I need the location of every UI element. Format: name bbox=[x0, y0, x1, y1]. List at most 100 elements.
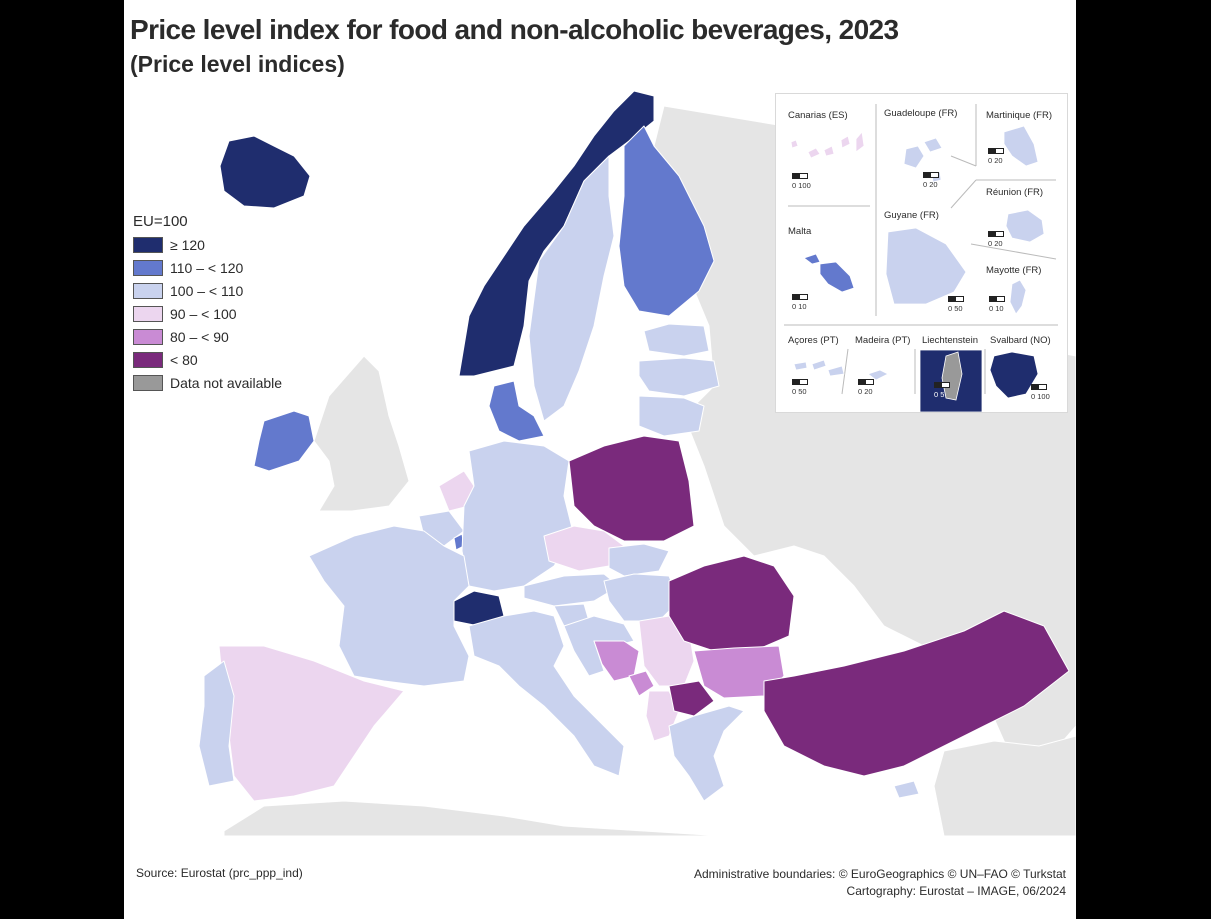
region-estonia bbox=[643, 323, 710, 357]
map-subtitle: (Price level indices) bbox=[130, 51, 345, 77]
region-hungary bbox=[603, 573, 680, 622]
scale-text: 0 100 bbox=[1031, 392, 1050, 401]
scale-text: 0 10 bbox=[792, 302, 807, 311]
scale-bar-icon bbox=[988, 231, 1004, 237]
scale-bar-icon bbox=[948, 296, 964, 302]
scale-text: 0 20 bbox=[988, 156, 1003, 165]
legend-label: < 80 bbox=[170, 351, 198, 368]
legend-item: < 80 bbox=[133, 348, 282, 371]
region-france bbox=[308, 525, 470, 687]
scale-reunion: 0 20 bbox=[988, 231, 1004, 248]
inset-svalbard-shape bbox=[989, 351, 1039, 399]
legend-swatch bbox=[133, 351, 163, 368]
legend-swatch bbox=[133, 305, 163, 322]
region-poland bbox=[568, 435, 695, 542]
scale-bar-icon bbox=[989, 296, 1005, 302]
region-slovakia bbox=[608, 543, 670, 577]
scale-text: 0 20 bbox=[923, 180, 938, 189]
legend-label: 80 – < 90 bbox=[170, 328, 229, 345]
legend-swatch bbox=[133, 236, 163, 253]
scale-svalbard: 0 100 bbox=[1031, 384, 1050, 401]
inset-dividers bbox=[784, 104, 1058, 412]
region-finland bbox=[618, 125, 715, 317]
region-non-eu-middle-east bbox=[933, 735, 1076, 836]
scale-bar-icon bbox=[988, 148, 1004, 154]
scale-bar-icon bbox=[792, 294, 808, 300]
legend-item: 110 – < 120 bbox=[133, 256, 282, 279]
scale-text: 0 5 bbox=[934, 390, 945, 399]
region-north-macedonia bbox=[668, 680, 715, 717]
legend: EU=100 ≥ 120 110 – < 120 100 – < 110 90 … bbox=[133, 213, 282, 394]
scale-bar-icon bbox=[1031, 384, 1047, 390]
scale-bar-icon bbox=[923, 172, 939, 178]
inset-label-acores: Açores (PT) bbox=[788, 335, 839, 346]
inset-label-svalbard: Svalbard (NO) bbox=[990, 335, 1051, 346]
inset-label-martinique: Martinique (FR) bbox=[986, 110, 1052, 121]
scale-bar-icon bbox=[858, 379, 874, 385]
inset-reunion-shape bbox=[1005, 209, 1045, 243]
cartography-credit: Cartography: Eurostat – IMAGE, 06/2024 bbox=[846, 884, 1066, 898]
region-austria bbox=[523, 573, 620, 607]
region-italy bbox=[468, 610, 625, 777]
region-latvia bbox=[638, 357, 720, 397]
legend-label: ≥ 120 bbox=[170, 236, 205, 253]
region-germany bbox=[461, 440, 575, 592]
scale-martinique: 0 20 bbox=[988, 148, 1004, 165]
legend-item: 90 – < 100 bbox=[133, 302, 282, 325]
region-turkey bbox=[763, 610, 1070, 777]
region-iceland bbox=[219, 135, 311, 209]
scale-bar-icon bbox=[792, 379, 808, 385]
region-greece bbox=[668, 705, 745, 802]
scale-bar-icon bbox=[792, 173, 808, 179]
legend-swatch bbox=[133, 328, 163, 345]
scale-text: 0 100 bbox=[792, 181, 811, 190]
inset-label-guyane: Guyane (FR) bbox=[884, 210, 939, 221]
scale-text: 0 50 bbox=[792, 387, 807, 396]
scale-liechtenstein: 0 5 bbox=[934, 382, 950, 399]
scale-guyane: 0 50 bbox=[948, 296, 964, 313]
scale-bar-icon bbox=[934, 382, 950, 388]
inset-liechtenstein-shape bbox=[941, 351, 963, 401]
source-note: Source: Eurostat (prc_ppp_ind) bbox=[136, 866, 303, 880]
inset-label-liechtenstein: Liechtenstein bbox=[922, 335, 978, 346]
legend-item: ≥ 120 bbox=[133, 233, 282, 256]
legend-label: 90 – < 100 bbox=[170, 305, 237, 322]
legend-swatch bbox=[133, 282, 163, 299]
inset-canarias-shape bbox=[790, 131, 865, 159]
inset-madeira-shape bbox=[867, 369, 889, 381]
scale-madeira: 0 20 bbox=[858, 379, 874, 396]
legend-title: EU=100 bbox=[133, 213, 188, 230]
region-montenegro bbox=[628, 670, 655, 697]
inset-acores-shape bbox=[793, 359, 845, 377]
inset-label-guadeloupe: Guadeloupe (FR) bbox=[884, 108, 958, 119]
scale-acores: 0 50 bbox=[792, 379, 808, 396]
inset-label-canarias: Canarias (ES) bbox=[788, 110, 848, 121]
region-norway bbox=[458, 90, 655, 377]
europe-map bbox=[198, 90, 1076, 836]
legend-item: 100 – < 110 bbox=[133, 279, 282, 302]
legend-item: 80 – < 90 bbox=[133, 325, 282, 348]
inset-malta-shape bbox=[803, 253, 855, 293]
page: Price level index for food and non-alcoh… bbox=[124, 0, 1076, 919]
region-ireland bbox=[253, 410, 315, 472]
region-non-eu-north-africa bbox=[223, 800, 725, 836]
scale-text: 0 10 bbox=[989, 304, 1004, 313]
inset-panel: Canarias (ES) Guadeloupe (FR) Martinique… bbox=[775, 93, 1068, 413]
inset-mayotte-shape bbox=[1009, 279, 1027, 315]
credits: Administrative boundaries: © EuroGeograp… bbox=[694, 866, 1066, 900]
inset-martinique-shape bbox=[1003, 125, 1039, 167]
scale-malta: 0 10 bbox=[792, 294, 808, 311]
inset-label-madeira: Madeira (PT) bbox=[855, 335, 911, 346]
region-non-eu-uk bbox=[313, 355, 410, 512]
legend-item: Data not available bbox=[133, 371, 282, 394]
scale-text: 0 50 bbox=[948, 304, 963, 313]
legend-label: 100 – < 110 bbox=[170, 282, 244, 299]
scale-guadeloupe: 0 20 bbox=[923, 172, 939, 189]
map-title: Price level index for food and non-alcoh… bbox=[130, 14, 899, 45]
scale-mayotte: 0 10 bbox=[989, 296, 1005, 313]
scale-text: 0 20 bbox=[988, 239, 1003, 248]
inset-label-malta: Malta bbox=[788, 226, 812, 237]
legend-label: Data not available bbox=[170, 374, 283, 391]
boundaries-credit: Administrative boundaries: © EuroGeograp… bbox=[693, 867, 1066, 881]
legend-swatch bbox=[133, 259, 163, 276]
